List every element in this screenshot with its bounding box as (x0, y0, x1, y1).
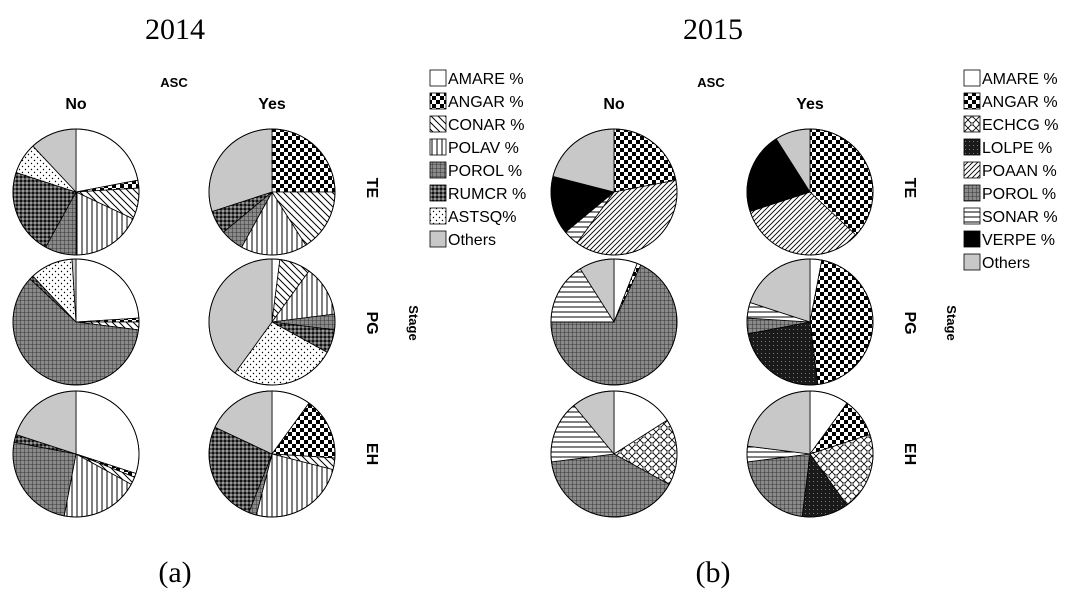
pie-outline-2015-no-pg (550, 258, 678, 386)
legend-swatch-2015-echcg (963, 115, 981, 133)
legend-label-2015-amare: AMARE % (982, 71, 1058, 88)
facet-row-eh-2014: EH (363, 443, 380, 465)
facet-row-eh-2015: EH (901, 443, 918, 465)
pie-outline-2014-yes-eh (208, 390, 336, 518)
legend-swatch-2014-porol (429, 161, 447, 179)
legend-swatch-2014-conar (429, 115, 447, 133)
facet-row-te-2014: TE (363, 178, 380, 199)
facet-row-title-2015: Stage (944, 305, 959, 340)
pie-slice-2015-yes-eh-others (747, 390, 811, 455)
pie-outline-2015-no-te (550, 128, 678, 256)
legend-swatch-2014-angar (429, 92, 447, 110)
legend-label-2015-poaan: POAAN % (982, 163, 1057, 180)
legend-label-2015-porol: POROL % (982, 186, 1056, 203)
pie-outline-2014-no-pg (12, 258, 140, 386)
legend-label-2015-others: Others (982, 255, 1030, 272)
legend-swatch-2015-others (963, 253, 981, 271)
legend-label-2014-porol: POROL % (448, 163, 522, 180)
chart-title-2014: 2014 (145, 13, 205, 46)
legend-swatch-2014-rumcr (429, 184, 447, 202)
legend-label-2015-verpe: VERPE % (982, 232, 1055, 249)
legend-label-2015-angar: ANGAR % (982, 94, 1058, 111)
legend-swatch-2015-amare (963, 69, 981, 87)
legend-swatch-2015-poaan (963, 161, 981, 179)
legend-swatch-2015-angar (963, 92, 981, 110)
legend-label-2015-echcg: ECHCG % (982, 117, 1058, 134)
facet-column-title-2014: ASC (160, 75, 188, 90)
pie-outline-2014-yes-pg (208, 258, 336, 386)
legend-swatch-2014-others (429, 230, 447, 248)
facet-column-title-2015: ASC (697, 75, 725, 90)
legend-swatch-2015-sonar (963, 207, 981, 225)
legend-label-2014-others: Others (448, 232, 496, 249)
pie-outline-2014-no-te (12, 128, 140, 256)
legend-label-2014-polav: POLAV % (448, 140, 519, 157)
legend-swatch-2015-lolpe (963, 138, 981, 156)
legend-swatch-2014-amare (429, 69, 447, 87)
pie-slice-2015-yes-pg-angar (809, 259, 874, 385)
legend-label-2015-sonar: SONAR % (982, 209, 1058, 226)
panel-label-b: (b) (696, 556, 731, 589)
facet-row-pg-2014: PG (363, 311, 380, 334)
legend-swatch-2015-verpe (963, 230, 981, 248)
legend-label-2015-lolpe: LOLPE % (982, 140, 1052, 157)
pie-outline-2015-yes-eh (746, 390, 874, 518)
pie-outline-2014-no-eh (12, 390, 140, 518)
legend-group: AMARE % ANGAR % CONAR % POLAV % POROL % RUMCR… (429, 69, 1058, 272)
pie-group (12, 128, 874, 518)
pie-slice-2014-yes-te-angar (271, 128, 336, 193)
facet-row-pg-2015: PG (901, 311, 918, 334)
facet-row-title-2014: Stage (406, 305, 421, 340)
legend-label-2014-amare: AMARE % (448, 71, 524, 88)
facet-column-yes-2015: Yes (796, 96, 824, 113)
pie-slice-2014-no-pg-amare (75, 258, 140, 323)
legend-swatch-2014-astsq (429, 207, 447, 225)
legend-label-2014-conar: CONAR % (448, 117, 524, 134)
facet-row-te-2015: TE (901, 178, 918, 199)
legend-swatch-2014-polav (429, 138, 447, 156)
legend-label-2014-astsq: ASTSQ% (448, 209, 516, 226)
pie-slice-2014-no-eh-porol (12, 441, 77, 517)
pie-outline-2015-yes-te (746, 128, 874, 256)
panel-label-a: (a) (158, 556, 191, 589)
facet-column-yes-2014: Yes (258, 96, 286, 113)
legend-label-2014-rumcr: RUMCR % (448, 186, 526, 203)
pie-outline-2015-yes-pg (746, 258, 874, 386)
legend-swatch-2015-porol (963, 184, 981, 202)
facet-column-no-2015: No (603, 96, 625, 113)
pie-outline-2014-yes-te (208, 128, 336, 256)
pie-slice-2015-yes-eh-porol (747, 453, 811, 517)
facet-column-no-2014: No (65, 96, 87, 113)
chart-title-2015: 2015 (683, 13, 743, 46)
pie-outline-2015-no-eh (550, 390, 678, 518)
legend-label-2014-angar: ANGAR % (448, 94, 524, 111)
